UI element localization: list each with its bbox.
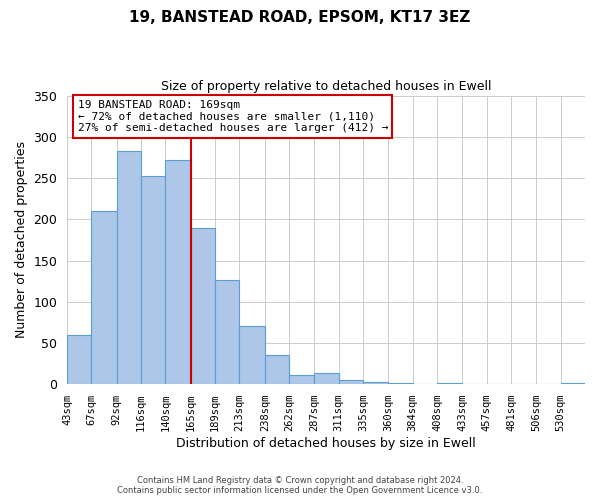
Bar — [91, 211, 117, 384]
Text: Contains HM Land Registry data © Crown copyright and database right 2024.
Contai: Contains HM Land Registry data © Crown c… — [118, 476, 482, 495]
Bar — [117, 151, 141, 384]
Bar — [215, 280, 239, 384]
Y-axis label: Number of detached properties: Number of detached properties — [15, 142, 28, 338]
Title: Size of property relative to detached houses in Ewell: Size of property relative to detached ho… — [161, 80, 491, 93]
Text: 19, BANSTEAD ROAD, EPSOM, KT17 3EZ: 19, BANSTEAD ROAD, EPSOM, KT17 3EZ — [130, 10, 470, 25]
Bar — [67, 334, 91, 384]
Bar — [314, 372, 339, 384]
Bar — [191, 228, 215, 384]
Bar — [265, 356, 289, 384]
X-axis label: Distribution of detached houses by size in Ewell: Distribution of detached houses by size … — [176, 437, 476, 450]
Text: 19 BANSTEAD ROAD: 169sqm
← 72% of detached houses are smaller (1,110)
27% of sem: 19 BANSTEAD ROAD: 169sqm ← 72% of detach… — [77, 100, 388, 133]
Bar — [166, 160, 191, 384]
Bar — [289, 375, 314, 384]
Bar — [560, 382, 585, 384]
Bar — [239, 326, 265, 384]
Bar — [363, 382, 388, 384]
Bar — [141, 176, 166, 384]
Bar — [339, 380, 363, 384]
